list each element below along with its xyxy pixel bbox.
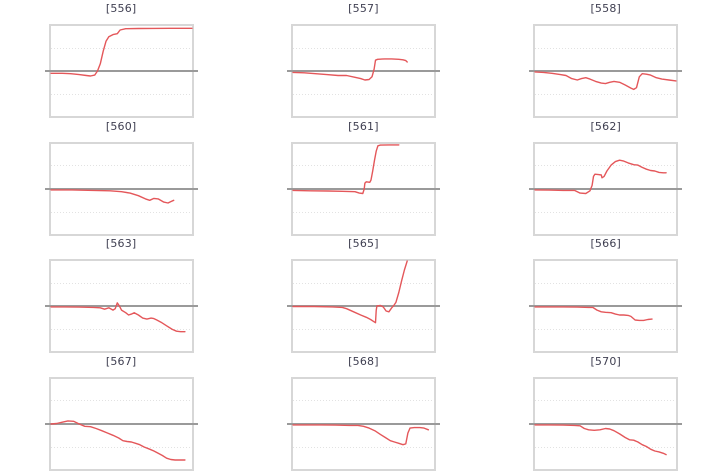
chart-plot: [291, 259, 436, 353]
series-line: [293, 144, 399, 193]
chart-cell: [565]: [242, 237, 484, 355]
chart-cell: [556]: [0, 2, 242, 120]
chart-cell: [567]: [0, 355, 242, 472]
chart-title: [566]: [590, 237, 621, 251]
chart-cell: [562]: [485, 120, 727, 238]
line-series: [535, 144, 676, 234]
chart-plot: [291, 142, 436, 236]
series-line: [51, 303, 185, 332]
chart-cell: [558]: [485, 2, 727, 120]
line-series: [51, 261, 192, 351]
chart-title: [568]: [348, 355, 379, 369]
chart-cell: [561]: [242, 120, 484, 238]
series-line: [51, 189, 174, 202]
series-line: [535, 160, 666, 193]
chart-cell: [570]: [485, 355, 727, 472]
chart-title: [561]: [348, 120, 379, 134]
chart-title: [565]: [348, 237, 379, 251]
line-series: [293, 379, 434, 469]
series-line: [535, 424, 666, 454]
chart-title: [562]: [590, 120, 621, 134]
chart-plot: [533, 142, 678, 236]
line-series: [293, 144, 434, 234]
chart-title: [558]: [590, 2, 621, 16]
series-line: [51, 420, 185, 459]
chart-plot: [49, 259, 194, 353]
chart-cell: [568]: [242, 355, 484, 472]
chart-cell: [566]: [485, 237, 727, 355]
line-series: [535, 26, 676, 116]
chart-plot: [533, 377, 678, 471]
chart-title: [557]: [348, 2, 379, 16]
chart-plot: [291, 24, 436, 118]
line-series: [535, 379, 676, 469]
line-series: [51, 26, 192, 116]
chart-plot: [291, 377, 436, 471]
chart-cell: [560]: [0, 120, 242, 238]
chart-title: [560]: [106, 120, 137, 134]
chart-title: [563]: [106, 237, 137, 251]
series-line: [535, 307, 652, 321]
line-series: [51, 379, 192, 469]
chart-title: [570]: [590, 355, 621, 369]
line-series: [293, 26, 434, 116]
series-line: [535, 72, 676, 90]
series-line: [51, 28, 192, 76]
series-line: [293, 424, 428, 444]
chart-plot: [49, 24, 194, 118]
chart-cell: [557]: [242, 2, 484, 120]
line-series: [293, 261, 434, 351]
chart-title: [567]: [106, 355, 137, 369]
series-line: [293, 59, 407, 80]
chart-plot: [533, 259, 678, 353]
chart-cell: [563]: [0, 237, 242, 355]
chart-plot: [49, 142, 194, 236]
chart-plot: [533, 24, 678, 118]
line-series: [535, 261, 676, 351]
series-line: [293, 261, 407, 323]
line-series: [51, 144, 192, 234]
chart-title: [556]: [106, 2, 137, 16]
chart-plot: [49, 377, 194, 471]
